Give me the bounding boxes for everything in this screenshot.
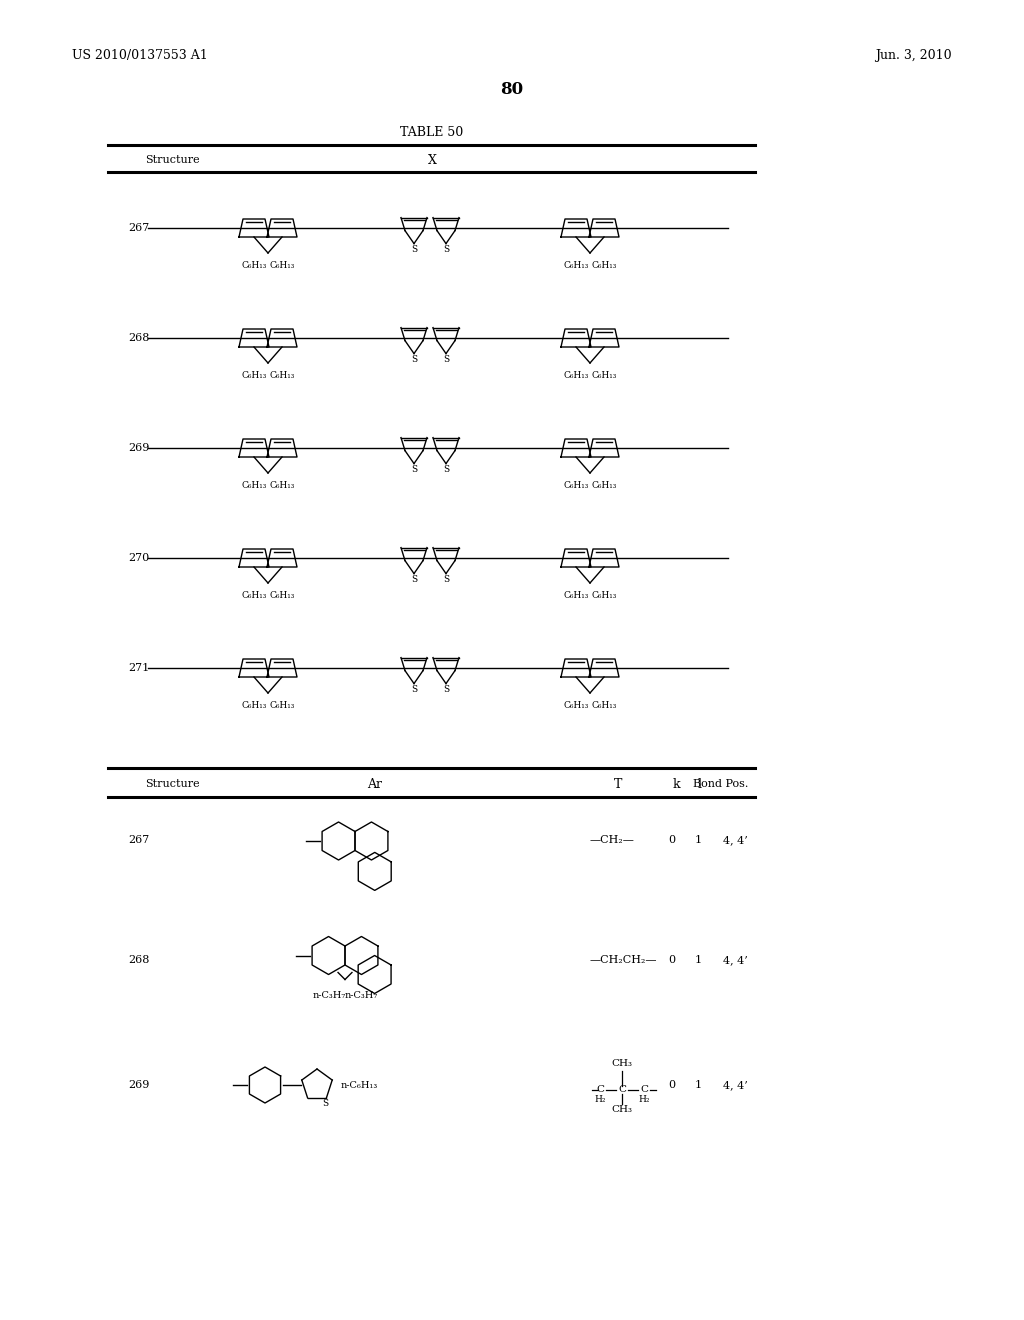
Text: —CH₂CH₂—: —CH₂CH₂— xyxy=(590,954,657,965)
Text: 0: 0 xyxy=(668,954,675,965)
Text: H₂: H₂ xyxy=(594,1094,606,1104)
Text: —CH₂—: —CH₂— xyxy=(590,836,635,845)
Text: C₆H₁₃: C₆H₁₃ xyxy=(269,591,295,601)
Text: C₆H₁₃: C₆H₁₃ xyxy=(591,701,616,710)
Text: 4, 4’: 4, 4’ xyxy=(723,1080,748,1090)
Text: Structure: Structure xyxy=(145,154,200,165)
Text: Jun. 3, 2010: Jun. 3, 2010 xyxy=(876,49,952,62)
Text: 1: 1 xyxy=(695,954,702,965)
Text: 267: 267 xyxy=(128,836,150,845)
Text: 80: 80 xyxy=(501,82,523,99)
Text: S: S xyxy=(411,465,417,474)
Text: Bond Pos.: Bond Pos. xyxy=(692,779,748,789)
Text: 1: 1 xyxy=(695,836,702,845)
Text: C₆H₁₃: C₆H₁₃ xyxy=(563,701,589,710)
Text: C₆H₁₃: C₆H₁₃ xyxy=(563,261,589,271)
Text: C: C xyxy=(596,1085,604,1094)
Text: C₆H₁₃: C₆H₁₃ xyxy=(269,701,295,710)
Text: C₆H₁₃: C₆H₁₃ xyxy=(242,261,266,271)
Text: 267: 267 xyxy=(128,223,150,234)
Text: S: S xyxy=(443,246,450,253)
Text: C₆H₁₃: C₆H₁₃ xyxy=(242,701,266,710)
Text: n-C₆H₁₃: n-C₆H₁₃ xyxy=(341,1081,378,1089)
Text: C₆H₁₃: C₆H₁₃ xyxy=(563,371,589,380)
Text: Structure: Structure xyxy=(145,779,200,789)
Text: 4, 4’: 4, 4’ xyxy=(723,954,748,965)
Text: CH₃: CH₃ xyxy=(611,1105,633,1114)
Text: 0: 0 xyxy=(668,1080,675,1090)
Text: T: T xyxy=(613,777,623,791)
Text: n-C₃H₇: n-C₃H₇ xyxy=(344,991,378,1001)
Text: C₆H₁₃: C₆H₁₃ xyxy=(269,480,295,490)
Text: 269: 269 xyxy=(128,1080,150,1090)
Text: H₂: H₂ xyxy=(638,1094,650,1104)
Text: 270: 270 xyxy=(128,553,150,564)
Text: C₆H₁₃: C₆H₁₃ xyxy=(242,371,266,380)
Text: S: S xyxy=(411,576,417,583)
Text: S: S xyxy=(411,355,417,364)
Text: 4, 4’: 4, 4’ xyxy=(723,836,748,845)
Text: 0: 0 xyxy=(668,836,675,845)
Text: C₆H₁₃: C₆H₁₃ xyxy=(591,480,616,490)
Text: S: S xyxy=(443,465,450,474)
Text: X: X xyxy=(428,153,436,166)
Text: S: S xyxy=(443,685,450,694)
Text: C₆H₁₃: C₆H₁₃ xyxy=(242,591,266,601)
Text: C₆H₁₃: C₆H₁₃ xyxy=(242,480,266,490)
Text: C₆H₁₃: C₆H₁₃ xyxy=(591,371,616,380)
Text: CH₃: CH₃ xyxy=(611,1059,633,1068)
Text: TABLE 50: TABLE 50 xyxy=(400,127,464,140)
Text: S: S xyxy=(411,685,417,694)
Text: C₆H₁₃: C₆H₁₃ xyxy=(563,480,589,490)
Text: S: S xyxy=(443,576,450,583)
Text: 268: 268 xyxy=(128,954,150,965)
Text: C₆H₁₃: C₆H₁₃ xyxy=(269,371,295,380)
Text: k: k xyxy=(672,777,680,791)
Text: C: C xyxy=(640,1085,648,1094)
Text: S: S xyxy=(411,246,417,253)
Text: C₆H₁₃: C₆H₁₃ xyxy=(563,591,589,601)
Text: l: l xyxy=(698,777,702,791)
Text: C₆H₁₃: C₆H₁₃ xyxy=(591,591,616,601)
Text: 1: 1 xyxy=(695,1080,702,1090)
Text: Ar: Ar xyxy=(368,777,383,791)
Text: 271: 271 xyxy=(128,663,150,673)
Text: C: C xyxy=(618,1085,626,1094)
Text: 269: 269 xyxy=(128,444,150,453)
Text: C₆H₁₃: C₆H₁₃ xyxy=(591,261,616,271)
Text: C₆H₁₃: C₆H₁₃ xyxy=(269,261,295,271)
Text: 268: 268 xyxy=(128,333,150,343)
Text: S: S xyxy=(323,1100,329,1107)
Text: S: S xyxy=(443,355,450,364)
Text: n-C₃H₇: n-C₃H₇ xyxy=(312,991,346,1001)
Text: US 2010/0137553 A1: US 2010/0137553 A1 xyxy=(72,49,208,62)
